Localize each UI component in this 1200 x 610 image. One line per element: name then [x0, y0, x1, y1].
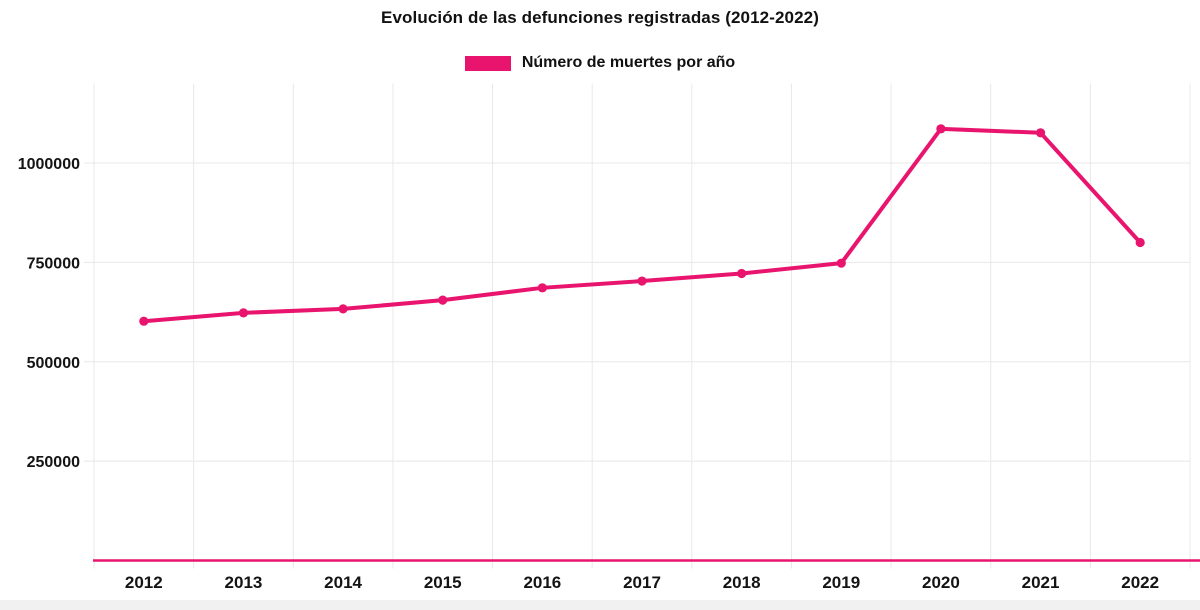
data-point-2014[interactable] — [338, 304, 348, 314]
x-tick-label[interactable]: 2022 — [1121, 573, 1159, 592]
data-point-2012[interactable] — [139, 316, 149, 326]
chart-title: Evolución de las defunciones registradas… — [381, 8, 819, 27]
data-point-2020[interactable] — [936, 124, 946, 134]
legend-swatch[interactable] — [464, 55, 511, 71]
data-point-2022[interactable] — [1135, 237, 1145, 248]
x-tick-label[interactable]: 2019 — [822, 573, 860, 592]
data-point-2015[interactable] — [438, 295, 448, 305]
x-tick-label[interactable]: 2014 — [324, 573, 362, 592]
y-tick-label: 750000 — [27, 255, 80, 272]
data-point-2018[interactable] — [737, 268, 747, 279]
legend: Número de muertes por año — [0, 54, 1200, 72]
y-tick-label: 500000 — [27, 355, 80, 372]
legend-label[interactable]: Número de muertes por año — [521, 54, 736, 71]
x-tick-label[interactable]: 2021 — [1022, 573, 1060, 592]
x-tick-label[interactable]: 2020 — [922, 573, 960, 592]
x-tick-label[interactable]: 2018 — [723, 573, 761, 592]
y-tick-label: 1000000 — [18, 156, 80, 173]
x-tick-label[interactable]: 2017 — [623, 573, 661, 592]
page-bottom-strip — [0, 600, 1200, 610]
data-point-2013[interactable] — [238, 308, 249, 318]
data-point-2017[interactable] — [637, 276, 647, 286]
data-point-2019[interactable] — [836, 258, 846, 268]
x-tick-label[interactable]: 2016 — [523, 573, 561, 592]
data-point-2021[interactable] — [1035, 128, 1046, 138]
x-tick-label[interactable]: 2015 — [424, 573, 462, 592]
data-point-2016[interactable] — [537, 283, 547, 293]
y-tick-label: 250000 — [27, 454, 80, 471]
x-tick-label[interactable]: 2012 — [125, 573, 163, 592]
x-tick-label[interactable]: 2013 — [225, 573, 263, 592]
